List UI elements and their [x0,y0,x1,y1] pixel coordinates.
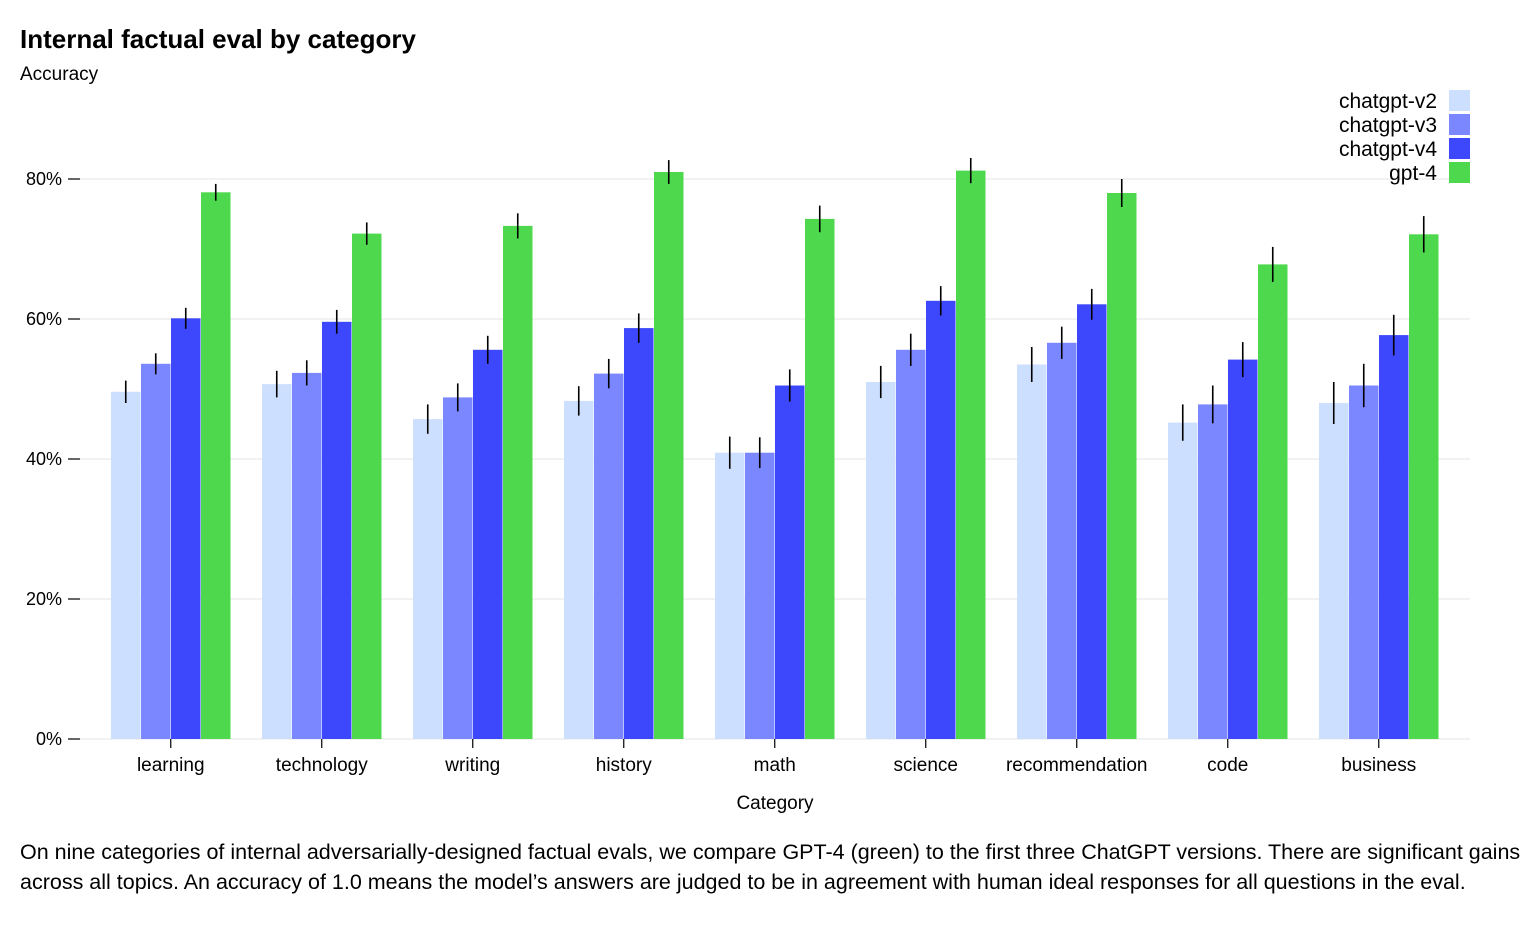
x-tick-label: history [596,755,652,776]
bar [503,225,533,739]
bar [654,172,684,739]
x-tick-label: writing [444,755,500,776]
legend-swatch [1449,138,1470,159]
legend-swatch [1449,90,1470,111]
bar [1198,404,1228,739]
bar [262,384,292,739]
bar [624,328,654,739]
bar [1047,342,1077,739]
x-tick-label: code [1207,755,1248,776]
bar [926,300,956,739]
bar [896,349,926,739]
x-tick-label: math [754,755,796,776]
bar [322,321,352,739]
bar [956,170,986,740]
bar [1107,193,1137,739]
x-tick-label: technology [276,755,368,776]
bar [443,397,473,739]
bar [1379,335,1409,739]
bar [1258,264,1288,739]
bar [473,349,503,739]
bar [866,382,896,739]
x-tick-label: learning [137,755,205,776]
bar [171,318,201,739]
bars-layer [111,170,1439,740]
x-axis: learning technology writing history math scie… [137,739,1416,776]
legend-label: chatgpt-v3 [1339,114,1437,137]
bar [745,452,775,739]
bar [1077,304,1107,739]
bar [413,419,443,739]
bar [1228,359,1258,739]
bar [1168,422,1198,739]
y-tick-label: 40% [26,449,62,469]
bar [1319,403,1349,739]
y-axis: 0% 20% 40% 60% 80% [26,169,80,749]
bar [352,233,382,739]
y-tick-label: 0% [36,729,62,749]
bar [111,391,141,739]
legend-label: chatgpt-v2 [1339,90,1437,113]
legend-label: chatgpt-v4 [1339,138,1437,161]
bar [201,192,231,740]
chart-title: Internal factual eval by category [20,24,416,54]
y-tick-label: 80% [26,169,62,189]
y-axis-label: Accuracy [20,64,99,85]
legend-label: gpt-4 [1389,162,1437,185]
bar [775,385,805,739]
legend-swatch [1449,114,1470,135]
bar [715,452,745,739]
bar [1409,234,1439,740]
x-tick-label: recommendation [1006,755,1148,776]
bar [805,218,835,739]
bar [594,373,624,739]
error-bars-layer [124,158,1425,469]
bar [141,363,171,739]
x-axis-label: Category [736,793,814,814]
bar-chart: 0% 20% 40% 60% 80% learning technology writing… [26,90,1470,814]
y-tick-label: 20% [26,589,62,609]
legend-swatch [1449,162,1470,183]
bar [292,372,322,739]
bar [1349,385,1379,739]
y-tick-label: 60% [26,309,62,329]
x-tick-label: business [1341,755,1416,776]
bar [564,400,594,739]
bar [1017,364,1047,739]
x-tick-label: science [894,755,958,776]
figure-caption: On nine categories of internal adversari… [20,840,1521,894]
